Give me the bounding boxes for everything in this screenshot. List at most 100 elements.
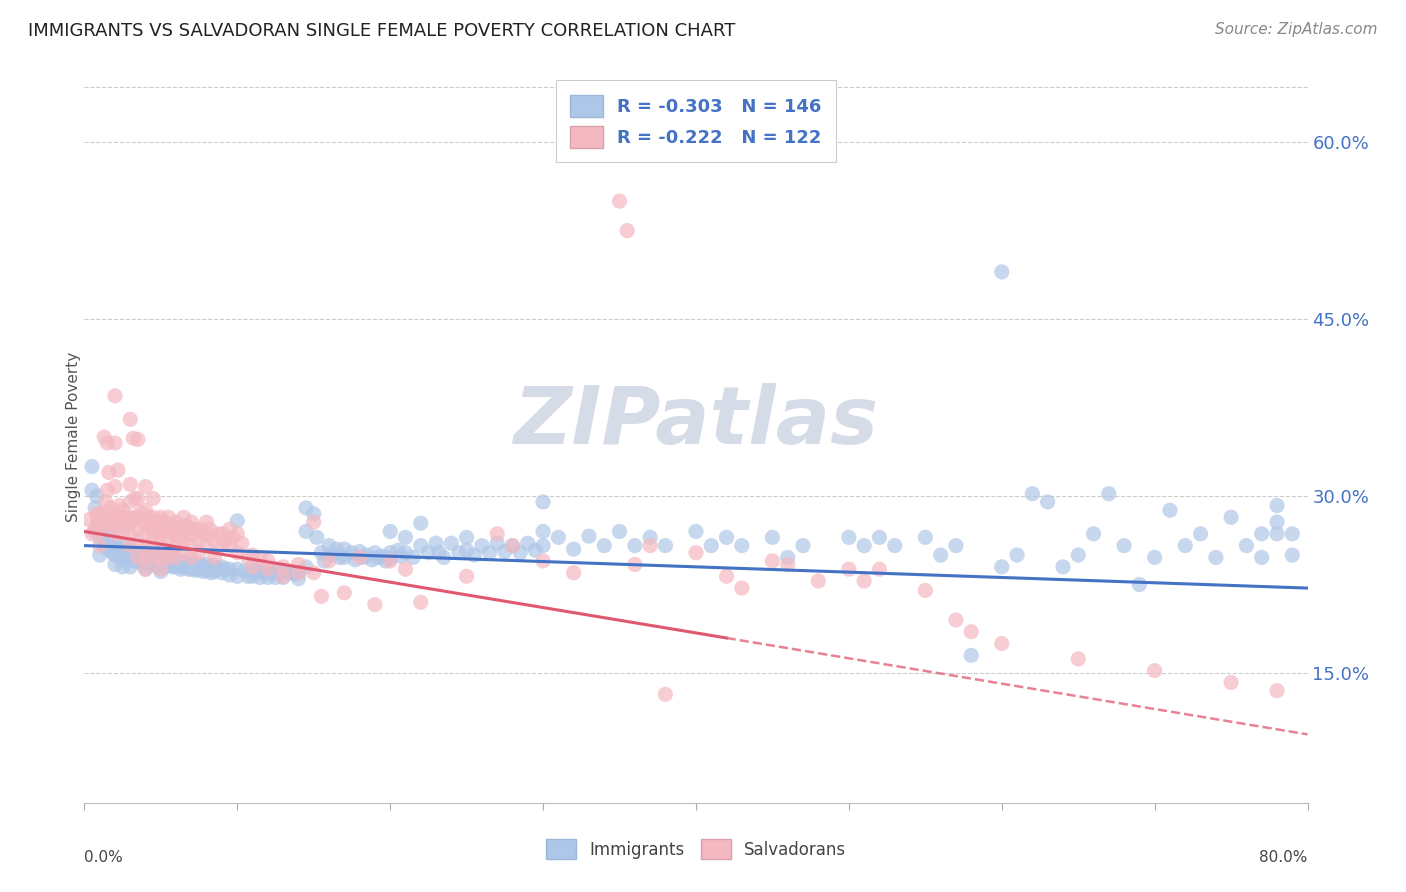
Point <box>945 539 967 553</box>
Point <box>945 613 967 627</box>
Point <box>264 570 287 584</box>
Point <box>257 565 280 579</box>
Point <box>211 566 233 580</box>
Point <box>624 558 647 572</box>
Point <box>165 550 187 565</box>
Point <box>155 524 177 539</box>
Point <box>287 558 309 572</box>
Point <box>93 430 115 444</box>
Point <box>1265 515 1288 529</box>
Point <box>562 566 585 580</box>
Point <box>173 559 195 574</box>
Point <box>177 562 200 576</box>
Point <box>287 566 309 580</box>
Point <box>456 530 478 544</box>
Point <box>226 562 249 576</box>
Point <box>142 510 165 524</box>
Point <box>380 551 402 566</box>
Point <box>139 558 162 572</box>
Point <box>127 550 149 565</box>
Point <box>1114 539 1136 553</box>
Point <box>120 510 142 524</box>
Point <box>183 522 205 536</box>
Point <box>792 539 814 553</box>
Point <box>157 558 180 572</box>
Point <box>638 530 661 544</box>
Point <box>463 548 485 562</box>
Point <box>111 539 134 553</box>
Point <box>531 539 554 553</box>
Point <box>502 539 524 553</box>
Point <box>124 491 146 506</box>
Point <box>195 526 218 541</box>
Point <box>142 491 165 506</box>
Point <box>135 562 157 576</box>
Point <box>98 500 121 515</box>
Point <box>218 522 240 536</box>
Point <box>609 194 631 208</box>
Point <box>149 515 172 529</box>
Point <box>114 510 136 524</box>
Point <box>654 539 676 553</box>
Point <box>108 499 131 513</box>
Point <box>149 562 172 576</box>
Point <box>149 539 172 553</box>
Point <box>107 463 129 477</box>
Point <box>114 546 136 560</box>
Point <box>170 530 193 544</box>
Point <box>180 550 202 565</box>
Point <box>165 539 187 553</box>
Point <box>98 539 121 553</box>
Point <box>176 557 198 571</box>
Point <box>146 559 169 574</box>
Point <box>853 539 876 553</box>
Point <box>195 558 218 572</box>
Point <box>1083 526 1105 541</box>
Point <box>409 595 432 609</box>
Point <box>264 565 287 579</box>
Point <box>271 565 294 579</box>
Point <box>198 559 221 574</box>
Point <box>127 533 149 548</box>
Point <box>188 522 211 536</box>
Point <box>616 224 638 238</box>
Point <box>433 550 456 565</box>
Point <box>142 526 165 541</box>
Point <box>167 522 190 536</box>
Point <box>103 518 125 533</box>
Point <box>149 565 172 579</box>
Point <box>249 565 271 579</box>
Point <box>402 550 425 565</box>
Point <box>142 539 165 553</box>
Point <box>1250 550 1272 565</box>
Point <box>509 546 531 560</box>
Point <box>142 550 165 565</box>
Point <box>167 555 190 569</box>
Point <box>1189 526 1212 541</box>
Point <box>115 518 138 533</box>
Point <box>149 510 172 524</box>
Point <box>343 553 366 567</box>
Point <box>135 503 157 517</box>
Point <box>471 539 494 553</box>
Point <box>262 566 284 580</box>
Point <box>104 548 127 562</box>
Point <box>486 526 509 541</box>
Point <box>180 515 202 529</box>
Point <box>207 526 229 541</box>
Point <box>257 570 280 584</box>
Point <box>776 550 799 565</box>
Point <box>155 559 177 574</box>
Point <box>531 524 554 539</box>
Point <box>96 522 118 536</box>
Text: ZIPatlas: ZIPatlas <box>513 384 879 461</box>
Point <box>1205 550 1227 565</box>
Point <box>360 553 382 567</box>
Point <box>638 539 661 553</box>
Point <box>249 550 271 565</box>
Point <box>1281 526 1303 541</box>
Point <box>183 558 205 572</box>
Point <box>135 480 157 494</box>
Point <box>211 539 233 553</box>
Point <box>1265 499 1288 513</box>
